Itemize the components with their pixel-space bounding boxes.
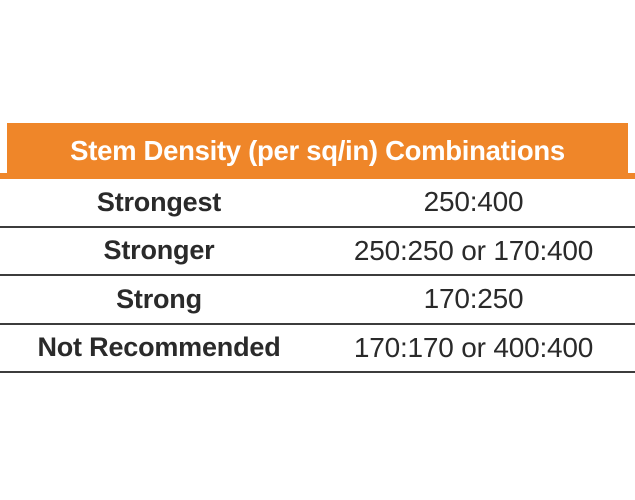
row-value: 250:250 or 170:400 xyxy=(353,234,594,266)
table-row: Stronger 250:250 or 170:400 xyxy=(0,228,635,276)
table-header: Stem Density (per sq/in) Combinations xyxy=(7,123,628,179)
row-label: Stronger xyxy=(103,235,215,266)
row-label: Not Recommended xyxy=(37,332,281,363)
table-row: Not Recommended 170:170 or 400:400 xyxy=(0,325,635,373)
row-label: Strong xyxy=(116,283,202,314)
row-value: 170:250 xyxy=(423,283,524,315)
row-label: Strongest xyxy=(96,186,222,217)
table-row: Strongest 250:400 xyxy=(0,179,635,228)
table-body: Strongest 250:400 Stronger 250:250 or 17… xyxy=(0,179,635,373)
row-value: 170:170 or 400:400 xyxy=(353,331,594,363)
table-title: Stem Density (per sq/in) Combinations xyxy=(70,135,565,166)
row-value: 250:400 xyxy=(423,186,524,218)
table-row: Strong 170:250 xyxy=(0,276,635,325)
